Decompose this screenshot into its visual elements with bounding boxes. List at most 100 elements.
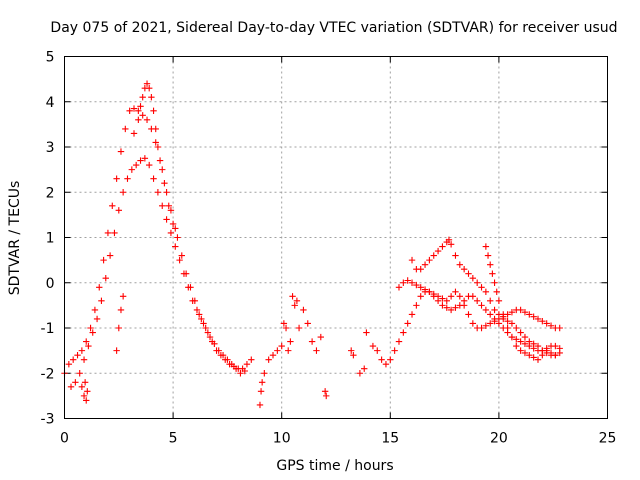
data-point: [417, 293, 424, 300]
data-point: [165, 202, 172, 210]
data-point: [478, 324, 485, 332]
data-point: [280, 320, 288, 327]
data-point: [465, 270, 472, 277]
data-point: [257, 388, 265, 395]
data-point: [408, 311, 416, 318]
data-point: [132, 161, 140, 169]
data-point: [382, 361, 390, 368]
data-point: [456, 293, 464, 300]
data-point: [122, 125, 129, 133]
y-tick-label: 5: [46, 50, 55, 66]
data-point: [113, 347, 120, 354]
data-point: [293, 297, 301, 305]
data-point: [482, 306, 490, 314]
data-point: [119, 293, 127, 300]
x-axis-label: GPS time / hours: [276, 458, 393, 474]
data-point: [161, 180, 168, 187]
data-point: [487, 261, 494, 268]
data-point: [465, 311, 472, 318]
data-point: [189, 297, 196, 305]
data-point: [109, 202, 116, 210]
data-point: [269, 351, 277, 359]
data-point: [460, 265, 468, 273]
data-point: [350, 351, 357, 359]
data-point: [552, 351, 559, 359]
data-point: [291, 302, 298, 309]
data-point: [513, 324, 520, 332]
data-point: [69, 356, 77, 363]
data-point: [74, 351, 81, 359]
data-point: [321, 388, 329, 395]
data-point: [83, 338, 90, 345]
x-tick-label: 5: [169, 431, 178, 447]
data-point: [176, 256, 183, 264]
data-point: [452, 252, 459, 259]
data-point: [517, 306, 524, 314]
data-point: [404, 277, 411, 284]
data-point: [167, 207, 175, 214]
series-evening-track-d: [482, 243, 563, 363]
data-point: [387, 356, 394, 363]
data-point: [219, 351, 227, 359]
data-point: [100, 256, 107, 264]
y-tick-label: -3: [41, 412, 55, 428]
data-point: [124, 175, 131, 182]
data-point: [513, 336, 520, 343]
data-point: [211, 340, 218, 348]
y-tick-labels: -3 -2 -1 0 1 2 3 4 5: [41, 50, 55, 428]
data-point: [452, 304, 459, 311]
data-point: [150, 175, 157, 182]
data-point: [152, 139, 159, 146]
data-point: [421, 261, 429, 268]
data-point: [102, 275, 109, 282]
data-point: [146, 84, 153, 92]
data-point: [278, 342, 285, 350]
data-point: [248, 356, 255, 363]
data-point: [417, 265, 424, 273]
data-point: [539, 318, 546, 325]
series-middle-track: [67, 155, 248, 391]
data-point: [156, 157, 164, 164]
x-tick-label: 10: [273, 431, 291, 447]
data-point: [67, 383, 75, 391]
data-point: [163, 216, 170, 223]
data-point: [167, 229, 175, 237]
data-point: [361, 365, 368, 372]
data-point: [430, 293, 437, 300]
data-point: [487, 320, 494, 327]
data-point: [146, 161, 153, 169]
data-point: [421, 286, 429, 293]
data-point: [78, 383, 86, 391]
data-point: [443, 304, 450, 311]
data-point: [426, 256, 433, 264]
data-point: [113, 175, 120, 182]
data-point: [508, 333, 516, 341]
data-point: [400, 279, 407, 286]
data-point: [504, 318, 511, 325]
data-point: [495, 297, 503, 305]
y-tick-label: 2: [46, 185, 55, 201]
data-points: [61, 80, 563, 409]
data-point: [228, 361, 235, 368]
data-point: [169, 220, 177, 228]
data-point: [159, 166, 166, 173]
data-point: [85, 342, 92, 350]
data-point: [391, 347, 398, 354]
data-point: [513, 342, 520, 350]
data-point: [521, 308, 529, 316]
data-point: [285, 347, 292, 354]
data-point: [439, 295, 446, 302]
data-point: [128, 166, 136, 173]
data-point: [534, 342, 542, 350]
data-point: [215, 347, 222, 354]
data-point: [237, 370, 244, 377]
data-point: [104, 229, 112, 237]
data-point: [206, 333, 214, 341]
data-point: [87, 324, 94, 332]
data-point: [232, 365, 240, 372]
data-point: [552, 342, 559, 350]
data-point: [484, 252, 492, 259]
data-point: [202, 324, 209, 332]
data-point: [323, 392, 330, 400]
data-point: [130, 105, 138, 112]
